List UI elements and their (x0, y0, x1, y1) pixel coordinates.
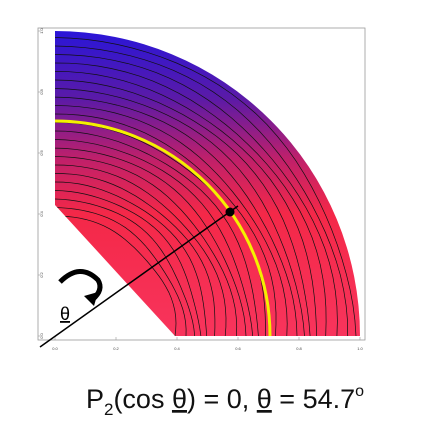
angle-line (39, 205, 239, 348)
x-tick-label: 0.0 (52, 346, 58, 351)
contour (55, 37, 357, 336)
contour (55, 88, 305, 336)
contour (55, 54, 338, 336)
caption-sub: 2 (104, 400, 113, 419)
x-tick-label: 1.0 (357, 346, 363, 351)
caption-part: (cos (113, 384, 172, 414)
contour (55, 164, 227, 336)
node-point (225, 207, 235, 217)
x-tick-label: 0.8 (296, 346, 302, 351)
contour (55, 79, 311, 336)
caption-theta: θ (172, 384, 187, 414)
contour (55, 130, 259, 336)
contour (55, 190, 202, 336)
y-tick-label: 0.6 (39, 149, 44, 155)
contour (55, 45, 349, 336)
caption-part: = 54.7 (272, 384, 355, 414)
contour (55, 198, 196, 336)
y-tick-label: 1.0 (39, 27, 44, 33)
contour-lines (55, 37, 357, 336)
contour (55, 71, 317, 336)
contour (55, 207, 187, 336)
caption-theta: θ (257, 384, 272, 414)
plot-frame (37, 27, 366, 341)
caption-part: P (86, 384, 104, 414)
contour (55, 113, 277, 336)
y-tick-label: 0.4 (39, 210, 44, 216)
contour (55, 147, 247, 336)
contour (55, 215, 177, 336)
contour (55, 139, 254, 336)
contour (55, 173, 216, 336)
caption-part: ) = 0, (187, 384, 257, 414)
x-tick-label: 0.6 (235, 346, 241, 351)
contour (55, 96, 298, 336)
contour (55, 62, 327, 336)
contour (55, 156, 238, 336)
x-tick-label: 0.4 (174, 346, 180, 351)
caption: P2(cos θ) = 0, θ = 54.7o (86, 383, 364, 419)
y-tick-label: 0.0 (39, 332, 44, 338)
y-tick-label: 0.8 (39, 88, 44, 94)
node-arc (54, 119, 272, 337)
y-tick-label: 0.2 (39, 271, 44, 277)
angle-arrow (58, 269, 103, 302)
x-tick-label: 0.2 (113, 346, 119, 351)
angle-label: θ (60, 304, 70, 324)
contour (55, 181, 208, 336)
arrow-head (84, 292, 98, 306)
caption-sup: o (355, 383, 364, 400)
contour (55, 105, 288, 336)
